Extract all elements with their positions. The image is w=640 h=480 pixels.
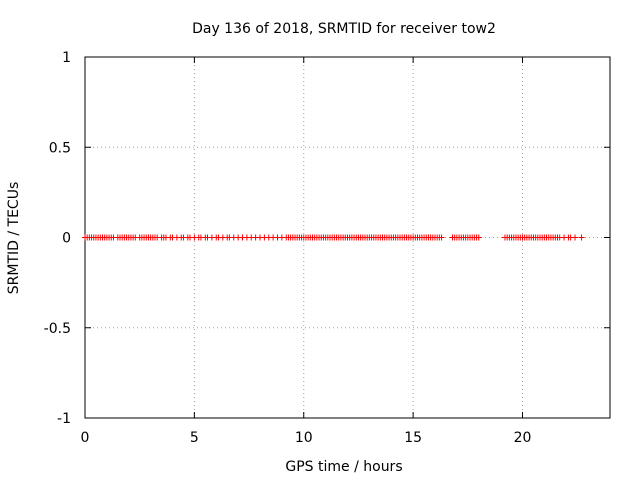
y-tick-label: 1	[62, 50, 71, 66]
y-tick-label: -0.5	[44, 321, 71, 337]
x-tick-label: 10	[295, 430, 313, 446]
data-point	[578, 234, 585, 241]
y-tick-label: 0.5	[49, 140, 71, 156]
chart-title: Day 136 of 2018, SRMTID for receiver tow…	[192, 21, 496, 37]
x-tick-label: 20	[514, 430, 532, 446]
data-point	[438, 234, 445, 241]
data-point	[572, 234, 578, 241]
x-tick-label: 5	[190, 430, 199, 446]
y-axis-label: SRMTID / TECUs	[6, 182, 22, 295]
y-tick-label: 0	[62, 231, 71, 247]
x-tick-label: 0	[81, 430, 90, 446]
axes: 0 5 10 15 20 -1 -0.5 0 0.5 1	[44, 50, 611, 446]
data-points	[82, 234, 585, 241]
x-axis-label: GPS time / hours	[285, 459, 402, 475]
y-tick-label: -1	[57, 411, 71, 427]
x-tick-label: 15	[404, 430, 422, 446]
data-point	[475, 234, 482, 241]
